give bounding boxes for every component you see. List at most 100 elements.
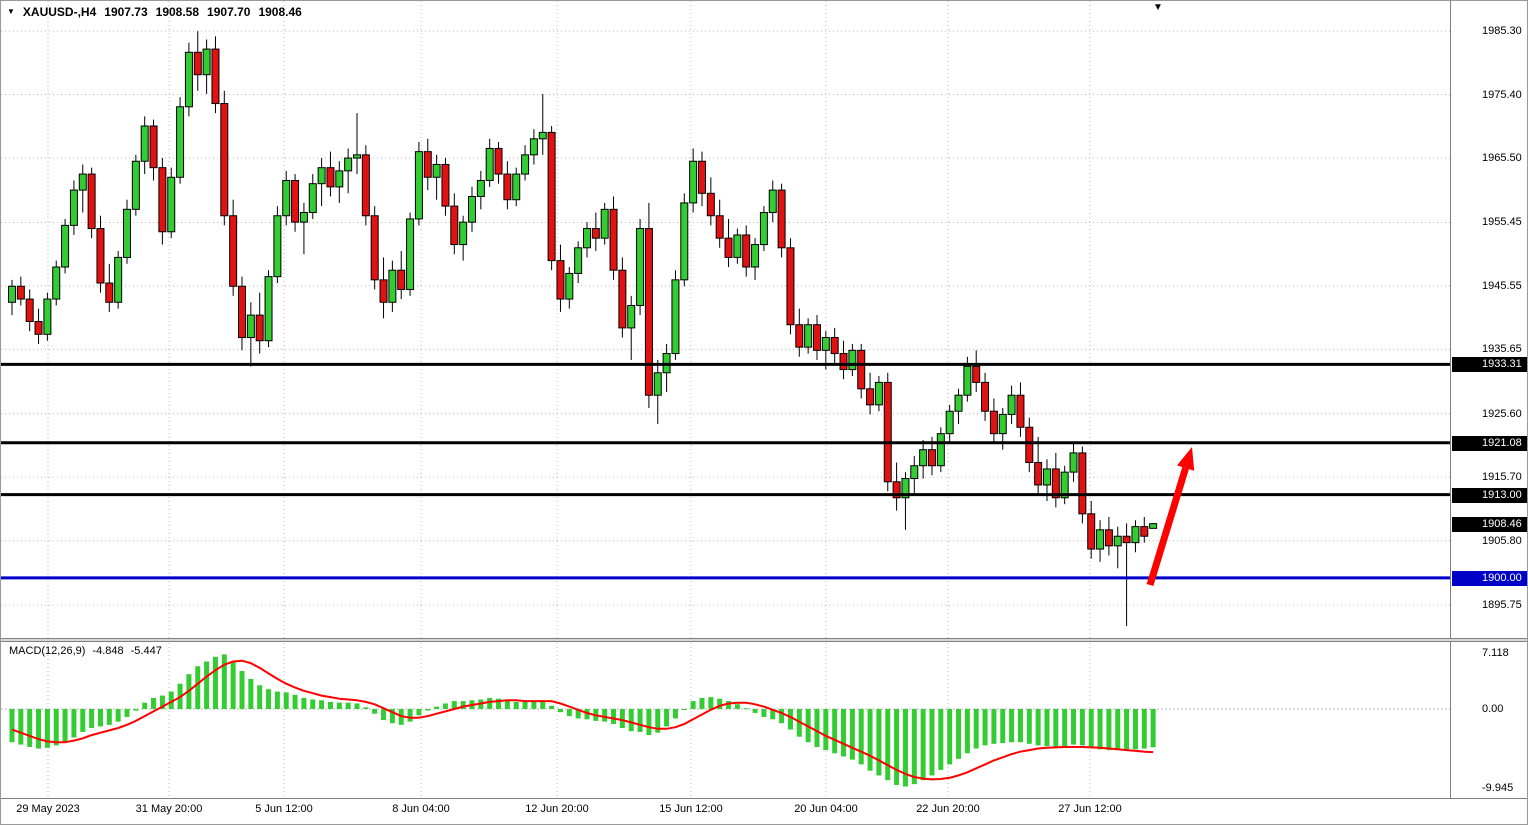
candle-body: [830, 337, 839, 355]
macd-histogram-bar: [1044, 709, 1050, 747]
macd-histogram-bar: [575, 709, 581, 719]
candle-body: [317, 167, 326, 185]
macd-histogram-bar: [301, 697, 307, 709]
macd-histogram-bar: [894, 709, 900, 785]
macd-histogram-bar: [938, 709, 944, 770]
candle-body: [114, 256, 123, 303]
macd-histogram-bar: [752, 709, 758, 713]
macd-histogram-bar: [991, 709, 997, 744]
candle-body: [140, 125, 149, 162]
macd-histogram-bar: [814, 709, 820, 747]
price-tick-label: 1935.65: [1482, 343, 1522, 356]
candle-body: [715, 215, 724, 239]
candle-body: [211, 48, 220, 105]
macd-histogram-bar: [257, 685, 263, 709]
candle-body: [237, 285, 246, 339]
macd-histogram-bar: [425, 709, 431, 711]
current-price-box: 1908.46: [1452, 516, 1527, 532]
trend-arrow-shaft[interactable]: [1146, 467, 1189, 587]
price-tick-label: 1975.40: [1482, 88, 1522, 101]
candle-body: [848, 349, 857, 371]
macd-histogram-bar: [602, 709, 608, 722]
macd-histogram-bar: [911, 709, 917, 785]
candle-body: [264, 276, 273, 342]
candle-body: [432, 163, 441, 178]
price-tick-label: 1895.75: [1482, 599, 1522, 612]
ohlc-open-value: 1907.73: [104, 5, 148, 19]
autoscroll-marker-icon[interactable]: ▼: [1153, 2, 1163, 13]
symbol-period-label: XAUUSD-,H4: [22, 5, 97, 19]
candle-body: [998, 413, 1007, 435]
macd-histogram-bar: [646, 709, 652, 736]
chart-header: ▼ XAUUSD-,H4 1907.73 1908.58 1907.70 190…: [7, 5, 302, 19]
candle-body: [680, 202, 689, 281]
candle-body: [529, 138, 538, 156]
macd-panel-splitter[interactable]: [1, 638, 1527, 642]
macd-histogram-bar: [522, 701, 528, 709]
time-tick-label: 20 Jun 04:00: [794, 803, 858, 815]
candle-body: [768, 189, 777, 214]
macd-histogram-bar: [115, 709, 121, 722]
macd-histogram-bar: [27, 709, 33, 747]
candle-body: [229, 215, 238, 287]
candle-body: [1122, 535, 1131, 544]
candle-body: [43, 298, 52, 335]
candle-body: [78, 173, 87, 191]
price-scale[interactable]: 1985.30 1975.40 1965.50 1955.45 1945.55 1935.…: [1451, 1, 1527, 798]
candle-body: [105, 282, 114, 303]
candle-body: [25, 298, 34, 323]
candle-body: [618, 269, 627, 329]
chart-canvas[interactable]: [1, 1, 1451, 798]
macd-histogram-bar: [451, 701, 457, 709]
macd-histogram-bar: [929, 709, 935, 776]
macd-histogram-bar: [345, 702, 351, 709]
level-price-box: 1913.00: [1452, 487, 1527, 503]
candle-body: [149, 125, 158, 169]
candle-body: [804, 324, 813, 348]
candle-body: [821, 337, 830, 351]
candle-body: [1140, 526, 1149, 537]
macd-histogram-bar: [1141, 709, 1147, 749]
candle-body: [273, 215, 282, 278]
price-tick-label: 1955.45: [1482, 216, 1522, 229]
macd-histogram-bar: [124, 709, 130, 717]
time-tick-label: 29 May 2023: [16, 803, 80, 815]
candle-body: [1042, 468, 1051, 486]
macd-histogram-bar: [584, 709, 590, 720]
candle-body: [87, 173, 96, 230]
macd-histogram-bar: [796, 709, 802, 737]
macd-histogram-bar: [62, 709, 68, 743]
candle-body: [220, 103, 229, 217]
symbol-dropdown-icon[interactable]: ▼: [7, 7, 15, 16]
time-tick-label: 15 Jun 12:00: [659, 803, 723, 815]
candle-body: [193, 51, 202, 76]
macd-histogram-bar: [496, 698, 502, 709]
candle-body: [388, 269, 397, 303]
macd-histogram-bar: [1124, 709, 1130, 751]
macd-histogram-bar: [106, 709, 112, 725]
macd-histogram-bar: [549, 705, 555, 709]
macd-histogram-bar: [381, 709, 387, 721]
candle-body: [945, 410, 954, 435]
candle-body: [406, 218, 415, 290]
macd-tick-label: 0.00: [1482, 703, 1504, 715]
macd-histogram-bar: [97, 709, 103, 727]
candle-body: [1025, 426, 1034, 464]
macd-histogram-bar: [858, 709, 864, 765]
macd-histogram-bar: [611, 709, 617, 725]
macd-histogram-bar: [867, 709, 873, 771]
time-axis[interactable]: 29 May 2023 31 May 20:00 5 Jun 12:00 8 Jun …: [1, 802, 1527, 824]
candle-body: [291, 179, 300, 223]
candle-body: [874, 381, 883, 406]
level-price-box: 1933.31: [1452, 357, 1527, 373]
price-tick-label: 1985.30: [1482, 25, 1522, 38]
time-tick-label: 12 Jun 20:00: [525, 803, 589, 815]
time-tick-label: 22 Jun 20:00: [916, 803, 980, 815]
macd-histogram-bar: [195, 666, 201, 709]
macd-histogram-bar: [292, 694, 298, 709]
candle-body: [61, 224, 70, 268]
macd-histogram-bar: [964, 709, 970, 754]
macd-histogram-bar: [204, 661, 210, 709]
trend-arrow-head[interactable]: [1177, 447, 1195, 471]
macd-signal-line: [11, 659, 1154, 781]
